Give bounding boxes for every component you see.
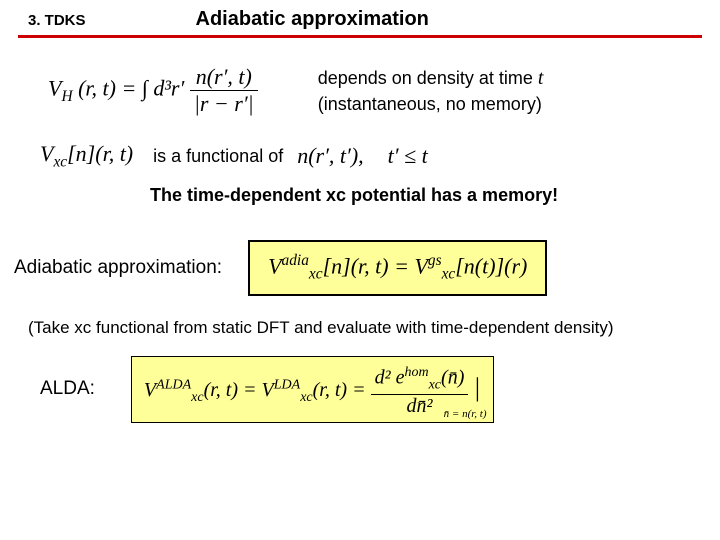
alda-lhs-sup: ALDA	[156, 377, 191, 392]
section-number: 3. TDKS	[28, 12, 86, 29]
vxc-functional-row: Vxc[n](r, t) is a functional of n(r′, t′…	[0, 141, 720, 171]
n-rprime-expr: n(r′, t′),	[297, 143, 363, 169]
eq-vh-args: (r, t) =	[78, 76, 136, 101]
adia-lhs-sup: adia	[282, 252, 309, 269]
alda-frac-num-a: d² e	[375, 367, 405, 389]
alda-mid-sup: LDA	[274, 377, 300, 392]
vxc-expr: Vxc[n](r, t)	[40, 141, 133, 171]
adiabatic-equation-box: Vadiaxc[n](r, t) = Vgsxc[n(t)](r)	[248, 240, 547, 296]
memory-statement: The time-dependent xc potential has a me…	[150, 185, 720, 206]
header-rule	[18, 35, 702, 38]
adia-rhs-sup: gs	[428, 252, 442, 269]
alda-mid-sub: xc	[300, 390, 312, 405]
hartree-row: VH (r, t) = ∫ d³r′ n(r′, t) |r − r′| dep…	[0, 64, 720, 117]
adia-lhs-v: V	[268, 254, 281, 279]
adia-rhs-v: V	[414, 254, 427, 279]
adia-lhs-args: [n](r, t) =	[323, 254, 415, 279]
is-functional-text: is a functional of	[153, 146, 283, 167]
alda-frac-num-sub: xc	[429, 378, 441, 393]
page-title: Adiabatic approximation	[196, 8, 429, 31]
vxc-v: V	[40, 141, 53, 166]
vxc-sub: xc	[53, 153, 67, 170]
hartree-equation: VH (r, t) = ∫ d³r′ n(r′, t) |r − r′|	[48, 64, 258, 117]
alda-frac-num-sup: hom	[404, 365, 428, 380]
alda-equation-box: VALDAxc(r, t) = VLDAxc(r, t) = d² ehomxc…	[131, 356, 494, 423]
alda-label: ALDA:	[40, 378, 95, 400]
depends-line1a: depends on density at time	[318, 68, 538, 88]
eq-vh-num: n(r′, t)	[190, 64, 258, 91]
alda-lhs-sub: xc	[191, 390, 203, 405]
alda-mid-args: (r, t) =	[313, 379, 371, 401]
alda-subnote: n̄ = n(r, t)	[444, 408, 487, 420]
eq-vh-den: |r − r′|	[190, 91, 258, 117]
alda-row: ALDA: VALDAxc(r, t) = VLDAxc(r, t) = d² …	[0, 356, 720, 423]
eq-vh-sub: H	[61, 88, 72, 105]
adia-rhs-args: [n(t)](r)	[455, 254, 527, 279]
eq-vh-int: ∫ d³r′	[142, 76, 185, 101]
adia-rhs-sub: xc	[442, 266, 456, 283]
depends-t: t	[538, 67, 544, 89]
depends-text: depends on density at time t (instantane…	[318, 67, 544, 115]
alda-lhs-v: V	[144, 379, 156, 401]
alda-lhs-args: (r, t) =	[204, 379, 262, 401]
alda-mid-v: V	[262, 379, 274, 401]
adiabatic-label: Adiabatic approximation:	[14, 257, 222, 279]
vxc-bracket: [n](r, t)	[67, 141, 133, 166]
depends-line2: (instantaneous, no memory)	[318, 94, 544, 115]
eq-vh-v: V	[48, 76, 61, 101]
tprime-expr: t′ ≤ t	[388, 143, 428, 169]
adiabatic-row: Adiabatic approximation: Vadiaxc[n](r, t…	[0, 240, 720, 296]
take-note: (Take xc functional from static DFT and …	[28, 318, 720, 338]
alda-frac-num-tail: (n̄)	[441, 367, 464, 389]
adia-lhs-sub: xc	[309, 266, 323, 283]
